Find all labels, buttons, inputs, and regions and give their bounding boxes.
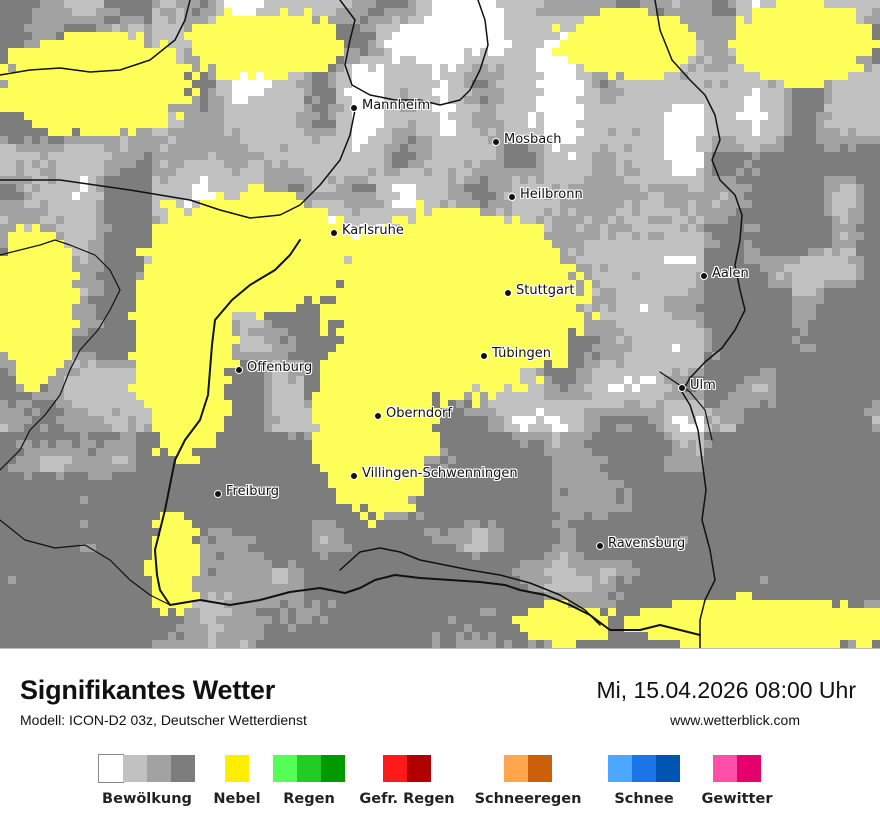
map-title: Signifikantes Wetter <box>20 675 275 706</box>
legend-group-4: Schneeregen <box>504 755 552 782</box>
city-marker-ulm <box>678 384 686 392</box>
legend-swatches <box>713 755 761 782</box>
legend-label: Regen <box>283 791 335 807</box>
legend-group-5: Schnee <box>608 755 680 782</box>
legend-swatch <box>273 755 297 782</box>
model-info: Modell: ICON-D2 03z, Deutscher Wetterdie… <box>20 712 307 728</box>
city-label-stuttgart: Stuttgart <box>516 284 574 298</box>
legend-swatch <box>528 755 552 782</box>
city-label-karlsruhe: Karlsruhe <box>342 224 404 238</box>
city-marker-stuttgart <box>504 289 512 297</box>
legend-swatches <box>608 755 680 782</box>
legend-swatch <box>297 755 321 782</box>
legend-swatch <box>713 755 737 782</box>
legend-group-3: Gefr. Regen <box>383 755 431 782</box>
legend-swatch <box>632 755 656 782</box>
city-label-ravensburg: Ravensburg <box>608 537 685 551</box>
legend-label: Schnee <box>614 791 673 807</box>
legend-swatches <box>99 755 195 782</box>
legend-label: Gewitter <box>702 791 773 807</box>
legend-swatches <box>504 755 552 782</box>
city-marker-offenburg <box>235 366 243 374</box>
website-link[interactable]: www.wetterblick.com <box>670 712 800 728</box>
legend-swatch <box>608 755 632 782</box>
legend-label: Schneeregen <box>475 791 582 807</box>
footer: Signifikantes Wetter Modell: ICON-D2 03z… <box>0 648 880 831</box>
city-marker-karlsruhe <box>330 229 338 237</box>
forecast-datetime: Mi, 15.04.2026 08:00 Uhr <box>596 677 856 704</box>
city-label-villingen-schwenningen: Villingen-Schwenningen <box>362 467 518 481</box>
city-label-mosbach: Mosbach <box>504 133 562 147</box>
legend-swatches <box>225 755 249 782</box>
legend-swatch <box>504 755 528 782</box>
legend-swatches <box>273 755 345 782</box>
city-marker-tübingen <box>480 352 488 360</box>
city-marker-villingen-schwenningen <box>350 472 358 480</box>
legend-swatch <box>407 755 431 782</box>
legend-swatch <box>147 755 171 782</box>
city-marker-freiburg <box>214 490 222 498</box>
legend-label: Gefr. Regen <box>359 791 454 807</box>
city-marker-aalen <box>700 272 708 280</box>
city-label-mannheim: Mannheim <box>362 99 430 113</box>
city-marker-mosbach <box>492 138 500 146</box>
city-label-oberndorf: Oberndorf <box>386 407 452 421</box>
legend-swatch <box>656 755 680 782</box>
legend-label: Nebel <box>213 791 260 807</box>
legend-group-6: Gewitter <box>713 755 761 782</box>
legend-swatches <box>383 755 431 782</box>
city-label-aalen: Aalen <box>712 267 749 281</box>
city-label-tübingen: Tübingen <box>492 347 551 361</box>
legend-swatch <box>99 755 123 782</box>
legend-swatch <box>225 755 249 782</box>
legend-swatch <box>737 755 761 782</box>
legend-swatch <box>383 755 407 782</box>
city-marker-heilbronn <box>508 193 516 201</box>
city-marker-mannheim <box>350 104 358 112</box>
legend-label: Bewölkung <box>102 791 192 807</box>
city-label-heilbronn: Heilbronn <box>520 188 583 202</box>
legend-group-0: Bewölkung <box>99 755 195 782</box>
city-label-ulm: Ulm <box>690 379 716 393</box>
city-label-freiburg: Freiburg <box>226 485 279 499</box>
legend-group-2: Regen <box>273 755 345 782</box>
weather-field <box>0 0 880 648</box>
city-label-offenburg: Offenburg <box>247 361 312 375</box>
legend-swatch <box>321 755 345 782</box>
legend-swatch <box>171 755 195 782</box>
weather-map: Mannheim Mosbach Heilbronn Karlsruhe Aalen St… <box>0 0 880 648</box>
legend-group-1: Nebel <box>225 755 249 782</box>
legend-swatch <box>123 755 147 782</box>
city-marker-ravensburg <box>596 542 604 550</box>
city-marker-oberndorf <box>374 412 382 420</box>
